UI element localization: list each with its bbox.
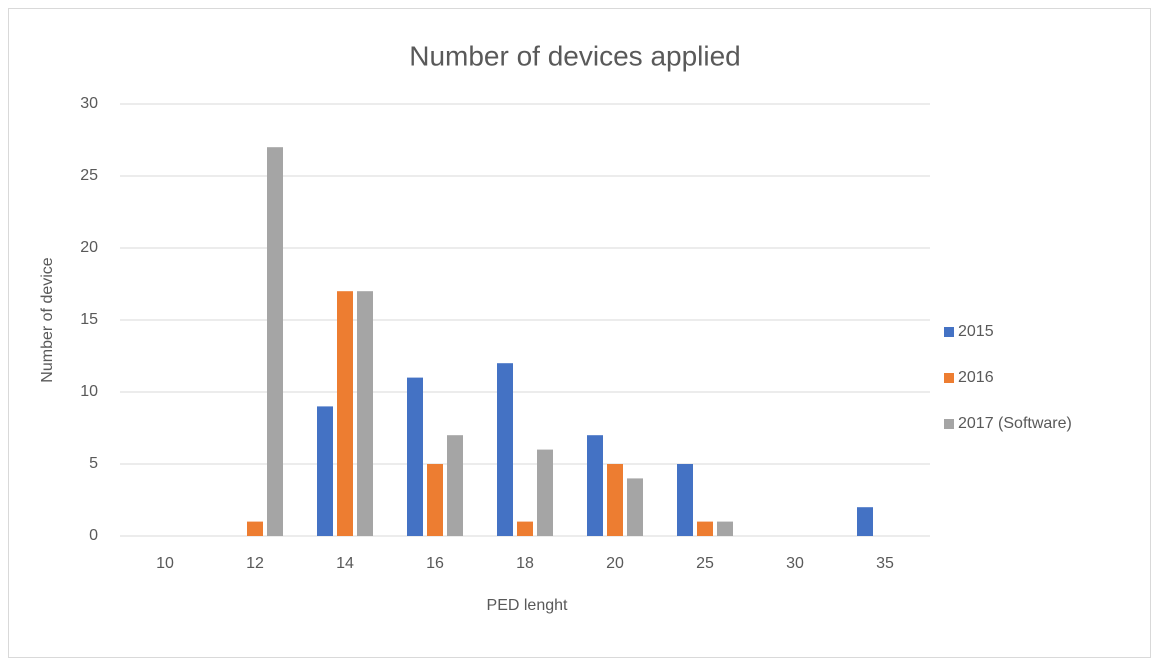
bar <box>337 291 353 536</box>
legend-label: 2015 <box>958 323 994 340</box>
legend-swatch <box>944 419 954 429</box>
chart-border <box>8 8 1151 658</box>
y-tick-label: 0 <box>89 527 98 544</box>
bar <box>357 291 373 536</box>
bar <box>857 507 873 536</box>
y-tick-label: 15 <box>80 311 98 328</box>
bar <box>537 449 553 536</box>
y-tick-label: 30 <box>80 95 98 112</box>
y-tick-label: 5 <box>89 455 98 472</box>
chart-title: Number of devices applied <box>409 40 741 71</box>
legend-label: 2016 <box>958 369 994 386</box>
x-tick-label: 35 <box>876 555 894 572</box>
legend-swatch <box>944 373 954 383</box>
bar <box>267 147 283 536</box>
bar <box>627 478 643 536</box>
bar <box>497 363 513 536</box>
bar <box>407 377 423 536</box>
bar <box>317 406 333 536</box>
bar <box>427 464 443 536</box>
bar <box>697 521 713 536</box>
bar <box>587 435 603 536</box>
y-tick-label: 25 <box>80 167 98 184</box>
bar <box>247 521 263 536</box>
x-tick-label: 18 <box>516 555 534 572</box>
legend-swatch <box>944 327 954 337</box>
bar <box>717 521 733 536</box>
x-tick-label: 25 <box>696 555 714 572</box>
y-axis-label: Number of device <box>39 257 56 382</box>
x-tick-label: 10 <box>156 555 174 572</box>
x-tick-label: 14 <box>336 555 354 572</box>
y-tick-label: 10 <box>80 383 98 400</box>
bar <box>447 435 463 536</box>
legend-label: 2017 (Software) <box>958 415 1072 432</box>
x-tick-label: 12 <box>246 555 264 572</box>
x-tick-label: 30 <box>786 555 804 572</box>
y-tick-label: 20 <box>80 239 98 256</box>
x-tick-label: 20 <box>606 555 624 572</box>
bar <box>607 464 623 536</box>
bar <box>517 521 533 536</box>
bar <box>677 464 693 536</box>
x-tick-label: 16 <box>426 555 444 572</box>
x-axis-label: PED lenght <box>487 597 568 614</box>
